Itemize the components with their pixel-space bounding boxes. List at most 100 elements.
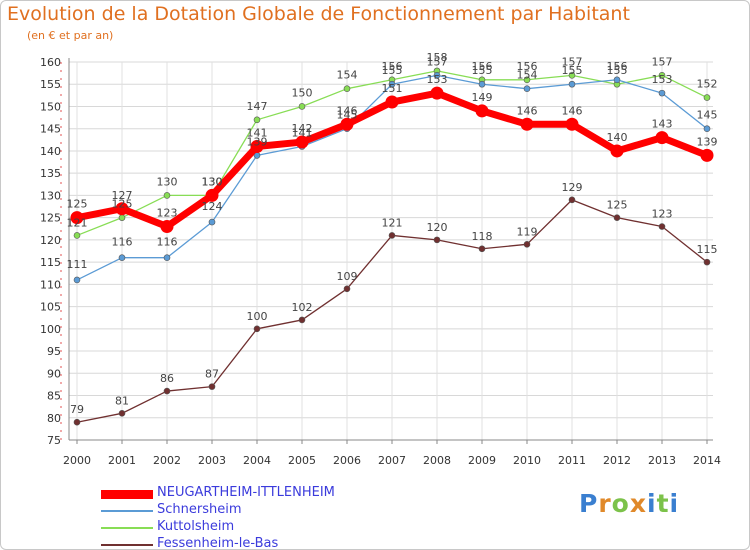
y-tick-label: 155 — [40, 78, 61, 91]
data-label-1: 145 — [697, 109, 718, 122]
data-label-3: 79 — [70, 403, 84, 416]
logo-letter: i — [669, 489, 680, 518]
x-tick-label: 2008 — [423, 454, 451, 467]
data-label-3: 121 — [382, 216, 403, 229]
chart-subtitle: (en € et par an) — [27, 29, 114, 42]
series-point-1 — [568, 80, 576, 88]
data-label-2: 156 — [517, 60, 538, 73]
data-label-2: 155 — [607, 64, 628, 77]
x-tick-label: 2005 — [288, 454, 316, 467]
logo-letter: P — [579, 489, 599, 518]
x-tick-label: 2001 — [108, 454, 136, 467]
y-tick-label: 115 — [40, 256, 61, 269]
y-tick-label: 125 — [40, 212, 61, 225]
series-point-2 — [703, 94, 711, 101]
data-label-1: 141 — [292, 126, 313, 139]
data-label-1: 157 — [427, 55, 448, 68]
series-point-3 — [118, 410, 126, 417]
x-tick-label: 2010 — [513, 454, 541, 467]
logo-letter: x — [629, 489, 647, 518]
series-point-1 — [658, 89, 666, 97]
x-tick-label: 2003 — [198, 454, 226, 467]
data-label-2: 157 — [652, 55, 673, 68]
data-label-1: 154 — [517, 69, 538, 82]
series-point-0 — [295, 135, 309, 149]
legend-label: Kuttolsheim — [157, 519, 235, 534]
series-point-3 — [703, 258, 711, 266]
series-point-2 — [343, 85, 351, 92]
series-point-0 — [475, 104, 489, 118]
x-tick-label: 2004 — [243, 454, 271, 467]
series-point-3 — [613, 214, 621, 221]
data-label-0: 143 — [652, 118, 673, 131]
series-point-3 — [388, 232, 396, 239]
data-label-0: 127 — [112, 189, 133, 202]
series-layer — [70, 67, 714, 426]
series-point-2 — [163, 192, 171, 199]
data-label-1: 111 — [67, 258, 88, 271]
data-label-3: 129 — [562, 181, 583, 194]
series-point-1 — [208, 218, 216, 226]
data-label-2: 147 — [247, 100, 268, 113]
x-tick-label: 2013 — [648, 454, 676, 467]
series-point-2 — [73, 232, 81, 239]
series-point-0 — [340, 117, 354, 131]
data-label-2: 152 — [697, 78, 718, 91]
series-point-3 — [523, 241, 531, 248]
label-layer: 79 81 86 87 100 102 109 121 120 118 119 129 125 123 11… — [67, 51, 718, 416]
data-label-3: 118 — [472, 230, 493, 243]
data-label-1: 116 — [112, 236, 133, 249]
data-label-1: 153 — [652, 73, 673, 86]
data-label-0: 142 — [292, 122, 313, 135]
data-label-3: 86 — [160, 372, 174, 385]
data-label-0: 140 — [607, 131, 628, 144]
series-point-2 — [658, 72, 666, 79]
logo-letter: t — [656, 489, 670, 518]
series-point-2 — [253, 116, 261, 124]
data-label-3: 123 — [652, 208, 673, 221]
x-tick-label: 2006 — [333, 454, 361, 467]
series-point-1 — [163, 254, 171, 261]
data-label-2: 125 — [112, 198, 133, 211]
data-label-0: 123 — [157, 207, 178, 220]
logo-letter: o — [611, 489, 630, 518]
y-tick-label: 95 — [47, 345, 61, 358]
legend-swatch — [101, 489, 153, 499]
series-point-2 — [523, 76, 531, 84]
series-point-3 — [568, 196, 576, 204]
y-tick-label: 130 — [40, 189, 61, 202]
y-tick-label: 100 — [40, 323, 61, 336]
y-tick-label: 120 — [40, 234, 61, 247]
series-point-3 — [73, 418, 81, 426]
y-tick-label: 80 — [47, 412, 61, 425]
legend-label: Fessenheim-le-Bas — [157, 536, 279, 550]
data-label-1: 155 — [562, 64, 583, 77]
chart-title: Evolution de la Dotation Globale de Fonc… — [7, 3, 630, 25]
data-label-2: 130 — [157, 175, 178, 188]
x-tick-label: 2000 — [63, 454, 91, 467]
legend-swatch — [101, 510, 153, 512]
data-label-2: 150 — [292, 86, 313, 99]
series-point-0 — [70, 211, 84, 225]
series-point-1 — [118, 254, 126, 261]
series-point-0 — [115, 202, 129, 216]
series-point-3 — [163, 387, 171, 395]
series-point-3 — [253, 325, 261, 333]
data-label-2: 157 — [562, 55, 583, 68]
series-point-0 — [610, 144, 624, 158]
logo-letter: i — [647, 489, 657, 518]
series-point-3 — [343, 285, 351, 293]
series-point-1 — [613, 76, 621, 84]
data-label-0: 149 — [472, 91, 493, 104]
data-label-1: 155 — [472, 64, 493, 77]
series-point-0 — [250, 139, 264, 153]
data-label-0: 146 — [337, 104, 358, 117]
series-point-1 — [388, 80, 396, 88]
series-point-0 — [160, 220, 174, 234]
y-tick-label: 140 — [40, 145, 61, 158]
data-label-0: 141 — [247, 126, 268, 139]
data-label-2: 130 — [202, 175, 223, 188]
series-point-2 — [568, 72, 576, 79]
y-tick-label: 105 — [40, 301, 61, 314]
